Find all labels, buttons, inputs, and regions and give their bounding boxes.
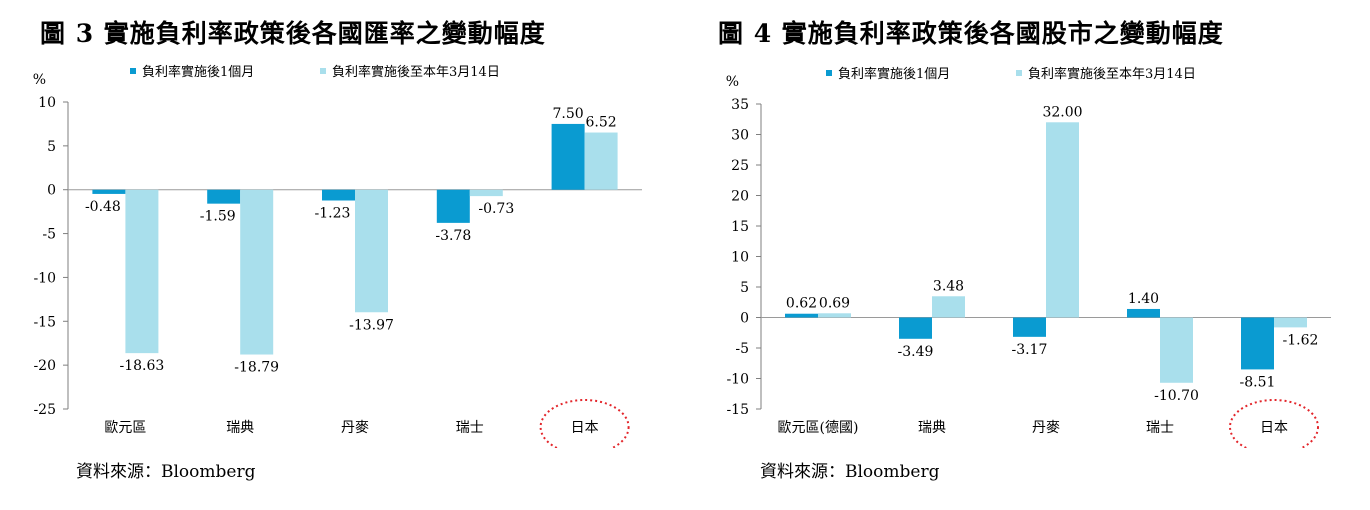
data-label: 6.52 xyxy=(586,115,617,131)
category-label: 瑞士 xyxy=(1146,420,1174,436)
y-tick-label: 15 xyxy=(731,219,749,235)
highlight-circle xyxy=(1229,399,1319,448)
bar xyxy=(125,189,159,354)
data-label: 7.50 xyxy=(553,106,584,122)
y-tick-label: 10 xyxy=(38,95,56,111)
data-label: -3.49 xyxy=(898,344,934,360)
data-label: 3.48 xyxy=(933,278,964,294)
data-label: -13.97 xyxy=(349,317,394,333)
bar xyxy=(207,189,241,204)
data-label: 1.40 xyxy=(1128,291,1159,307)
category-label: 瑞士 xyxy=(456,420,484,436)
bar xyxy=(355,189,388,313)
bar xyxy=(436,189,470,223)
y-tick-label: 20 xyxy=(731,189,749,205)
category-label: 瑞典 xyxy=(226,420,254,436)
legend-label: 負利率實施後至本年3月14日 xyxy=(332,64,500,80)
category-label: 歐元區 xyxy=(104,420,146,436)
bar xyxy=(551,123,585,190)
category-label: 歐元區(德國) xyxy=(778,420,859,436)
bar xyxy=(932,296,965,318)
bar xyxy=(322,189,355,201)
data-label: -10.70 xyxy=(1154,388,1199,404)
bar xyxy=(785,313,818,318)
bar xyxy=(584,132,618,190)
bar xyxy=(92,189,126,194)
category-label: 丹麥 xyxy=(1032,420,1060,436)
data-label: -8.51 xyxy=(1240,374,1276,390)
data-label: -3.78 xyxy=(435,228,471,244)
bar xyxy=(899,317,932,339)
y-tick-label: -15 xyxy=(726,402,749,418)
category-label: 日本 xyxy=(571,420,599,436)
source-note-fx: 資料來源：Bloomberg xyxy=(76,462,256,482)
data-label: -1.23 xyxy=(315,206,351,222)
y-tick-label: 5 xyxy=(740,280,749,296)
y-tick-label: 35 xyxy=(731,97,749,113)
bar xyxy=(469,189,503,197)
data-label: -18.79 xyxy=(234,360,279,376)
bar xyxy=(1127,308,1160,318)
legend-label: 負利率實施後1個月 xyxy=(838,66,950,82)
bar xyxy=(240,189,274,355)
y-tick-label: -10 xyxy=(33,270,56,286)
bar xyxy=(1046,122,1079,318)
chart-title-fx: 圖 3 實施負利率政策後各國匯率之變動幅度 xyxy=(40,19,546,48)
y-tick-label: 30 xyxy=(731,128,749,144)
y-axis-unit: % xyxy=(33,72,46,88)
bar xyxy=(1274,317,1307,328)
y-tick-label: -5 xyxy=(735,341,749,357)
data-label: 0.62 xyxy=(786,296,817,312)
y-tick-label: 0 xyxy=(740,311,749,327)
legend-label: 負利率實施後至本年3月14日 xyxy=(1028,66,1196,82)
y-tick-label: -25 xyxy=(33,402,56,418)
category-label: 丹麥 xyxy=(341,420,369,436)
data-label: -0.48 xyxy=(85,199,121,215)
legend-swatch xyxy=(826,70,832,76)
legend-swatch xyxy=(130,68,136,74)
source-note-stock: 資料來源：Bloomberg xyxy=(760,462,940,482)
data-label: -3.17 xyxy=(1012,342,1048,358)
bar xyxy=(1013,317,1046,337)
y-axis-unit: % xyxy=(726,74,739,90)
bar xyxy=(818,313,851,318)
y-tick-label: -10 xyxy=(726,372,749,388)
y-tick-label: -5 xyxy=(42,227,56,243)
bar xyxy=(1241,317,1274,370)
fx-bar-chart: 10 5 0 -5 -10 -15 -20 -25% 負利率實施後1個月 負利率實施後至本年3月1… xyxy=(33,64,642,448)
y-tick-label: 0 xyxy=(47,183,56,199)
data-label: -1.59 xyxy=(200,209,236,225)
y-tick-label: 10 xyxy=(731,250,749,266)
y-tick-label: -20 xyxy=(33,358,56,374)
data-label: 0.69 xyxy=(819,295,850,311)
y-tick-label: 25 xyxy=(731,158,749,174)
chart-title-stock: 圖 4 實施負利率政策後各國股市之變動幅度 xyxy=(718,19,1224,48)
data-label: 32.00 xyxy=(1042,104,1082,120)
highlight-circle xyxy=(539,399,630,448)
legend-label: 負利率實施後1個月 xyxy=(142,64,254,80)
y-tick-label: 5 xyxy=(47,139,56,155)
data-label: -18.63 xyxy=(119,358,164,374)
data-label: -0.73 xyxy=(478,201,514,217)
category-label: 日本 xyxy=(1260,420,1288,436)
category-label: 瑞典 xyxy=(918,420,946,436)
data-label: -1.62 xyxy=(1283,332,1319,348)
y-tick-label: -15 xyxy=(33,314,56,330)
bar xyxy=(1160,317,1193,383)
legend-swatch xyxy=(320,68,326,74)
stock-bar-chart: 35 30 25 20 15 10 5 0 -5 -10 -15% 負利率實施後1個月 負利率實施後至本… xyxy=(726,66,1331,448)
legend-swatch xyxy=(1016,70,1022,76)
